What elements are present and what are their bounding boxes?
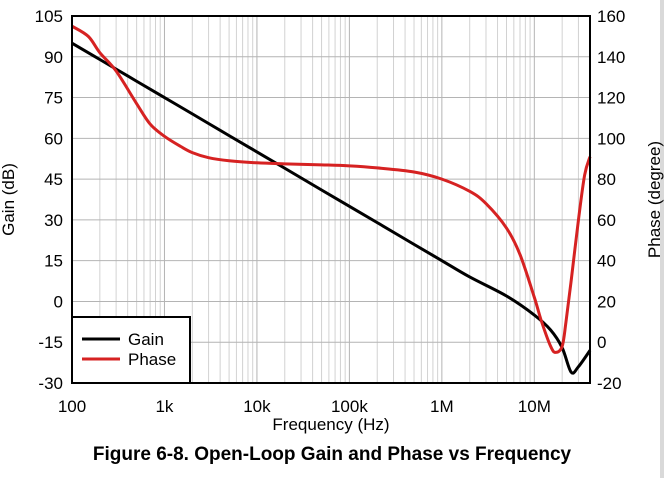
y-tick-label: 45 bbox=[44, 170, 63, 189]
plot-frame bbox=[71, 15, 591, 384]
y2-tick-label: -20 bbox=[597, 374, 622, 393]
y-tick-label: 60 bbox=[44, 129, 63, 148]
x-tick-label: 1M bbox=[430, 397, 454, 416]
x-tick-labels: 100 1k 10k 100k 1M 10M bbox=[58, 397, 551, 416]
y2-tick-label: 60 bbox=[597, 211, 616, 230]
y-tick-labels: 105 90 75 60 45 30 15 0 -15 -30 bbox=[35, 7, 63, 393]
x-tick-label: 100k bbox=[331, 397, 368, 416]
y2-tick-labels: 160 140 120 100 80 60 40 20 0 -20 bbox=[597, 7, 625, 393]
series-line-phase bbox=[71, 24, 592, 354]
series-layer bbox=[71, 24, 592, 375]
y2-tick-label: 140 bbox=[597, 48, 625, 67]
y2-tick-label: 0 bbox=[597, 333, 606, 352]
x-tick-label: 10M bbox=[518, 397, 551, 416]
y-tick-label: 75 bbox=[44, 89, 63, 108]
x-tick-label: 10k bbox=[243, 397, 271, 416]
legend-label-gain: Gain bbox=[128, 330, 164, 349]
chart: 100 1k 10k 100k 1M 10M 105 90 75 60 45 30 15 0 -15 -30… bbox=[0, 7, 664, 434]
page-border-shadow bbox=[660, 0, 664, 478]
y-tick-label: 90 bbox=[44, 48, 63, 67]
legend-box bbox=[71, 316, 191, 384]
y2-tick-label: 160 bbox=[597, 7, 625, 26]
series-line-gain bbox=[71, 41, 592, 375]
y-tick-label: 105 bbox=[35, 7, 63, 26]
legend: Gain Phase bbox=[71, 316, 191, 384]
y-tick-label: -15 bbox=[38, 333, 63, 352]
y-tick-label: 15 bbox=[44, 252, 63, 271]
y2-tick-label: 80 bbox=[597, 170, 616, 189]
y2-tick-label: 40 bbox=[597, 252, 616, 271]
y-tick-label: 30 bbox=[44, 211, 63, 230]
y-tick-label: 0 bbox=[54, 292, 63, 311]
y-axis-title: Gain (dB) bbox=[0, 163, 18, 236]
x-tick-label: 1k bbox=[155, 397, 173, 416]
legend-label-phase: Phase bbox=[128, 350, 176, 369]
y-tick-label: -30 bbox=[38, 374, 63, 393]
y2-tick-label: 120 bbox=[597, 89, 625, 108]
y2-tick-label: 20 bbox=[597, 292, 616, 311]
x-tick-label: 100 bbox=[58, 397, 86, 416]
y2-axis-title: Phase (degree) bbox=[645, 141, 664, 258]
y2-tick-label: 100 bbox=[597, 129, 625, 148]
x-axis-title: Frequency (Hz) bbox=[272, 415, 389, 434]
figure-caption: Figure 6-8. Open-Loop Gain and Phase vs … bbox=[92, 444, 572, 465]
